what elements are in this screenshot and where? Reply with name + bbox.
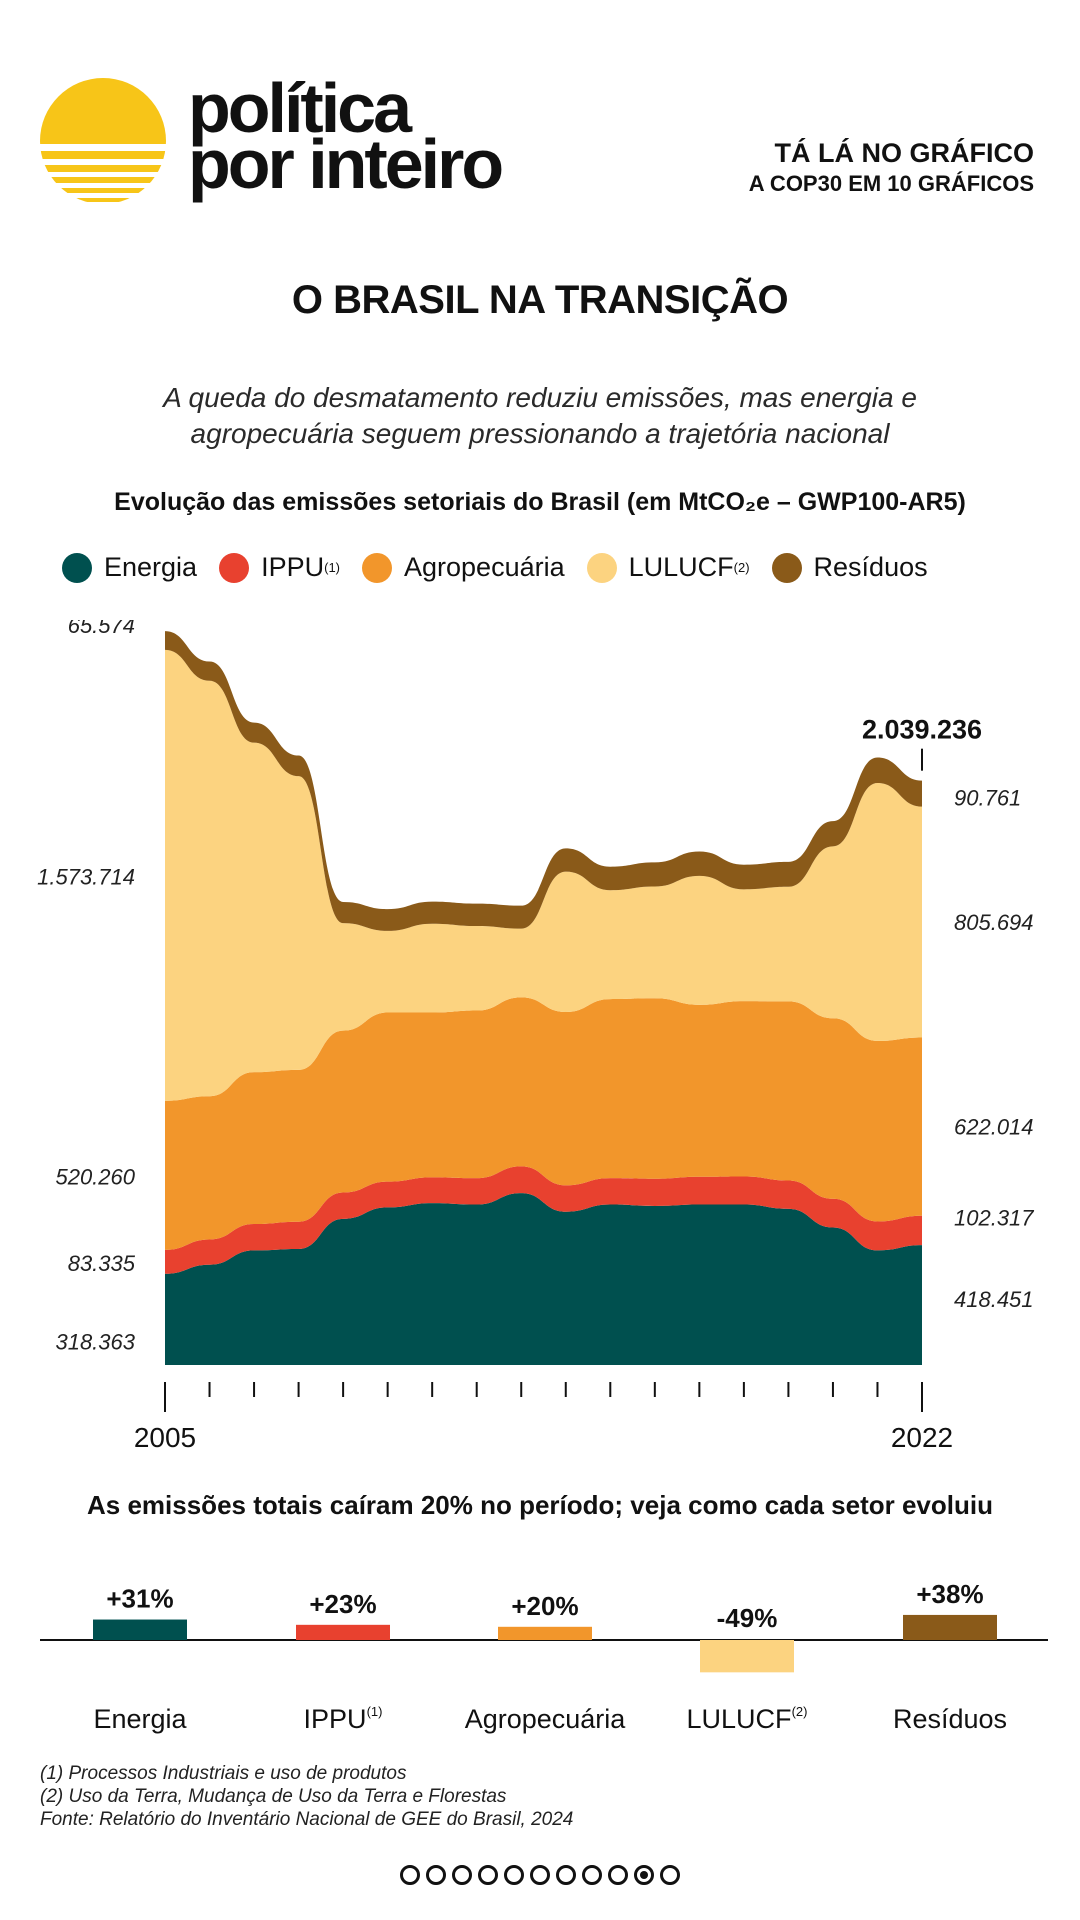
bar-value-label: -49% — [717, 1603, 778, 1633]
footnote-2: (2) Uso da Terra, Mudança de Uso da Terr… — [40, 1786, 507, 1807]
end-value-energia: 418.451 — [954, 1287, 1034, 1312]
kicker-line2: A COP30 EM 10 GRÁFICOS — [748, 171, 1034, 196]
pager-dot[interactable] — [582, 1865, 602, 1885]
pager-dot[interactable] — [530, 1865, 550, 1885]
page-subtitle: A queda do desmatamento reduziu emissões… — [90, 380, 990, 452]
bar-resíduos — [903, 1614, 997, 1640]
start-value-agropecuária: 520.260 — [55, 1164, 135, 1189]
bar-category-label: IPPU(1) — [304, 1704, 383, 1734]
brand-name-line2: por inteiro — [188, 125, 504, 203]
legend-swatch — [362, 552, 392, 583]
area-chart-title: Evolução das emissões setoriais do Brasi… — [114, 488, 966, 516]
bar-energia — [93, 1619, 187, 1640]
pager-dot[interactable] — [452, 1865, 472, 1885]
footnotes: (1) Processos Industriais e uso de produ… — [40, 1762, 573, 1831]
legend-swatch — [586, 552, 617, 583]
legend-item-ippu: IPPU (1) — [219, 552, 340, 583]
legend-swatch — [771, 552, 802, 583]
legend-swatch — [219, 552, 250, 583]
bar-value-label: +38% — [916, 1579, 983, 1609]
area-energia — [165, 1193, 922, 1365]
legend-item-energia: Energia — [62, 552, 197, 583]
pager-dot[interactable] — [400, 1865, 420, 1885]
start-value-energia: 318.363 — [55, 1329, 135, 1354]
brand-logo — [40, 78, 166, 202]
end-value-ippu: 102.317 — [954, 1205, 1034, 1230]
pager-dot[interactable] — [634, 1865, 654, 1885]
legend-label: LULUCF — [628, 552, 734, 582]
end-value-resíduos: 90.761 — [954, 786, 1021, 811]
legend-footnote-marker: (2) — [733, 560, 750, 575]
end-value-agropecuária: 622.014 — [954, 1115, 1034, 1140]
end-value-lulucf: 805.694 — [954, 910, 1034, 935]
start-value-ippu: 83.335 — [68, 1251, 136, 1276]
bar-category-label: Energia — [93, 1704, 187, 1734]
start-value-lulucf: 1.573.714 — [37, 864, 135, 889]
legend-label: Agropecuária — [404, 552, 565, 582]
bar-value-label: +23% — [309, 1589, 376, 1619]
legend-label: IPPU — [261, 552, 325, 582]
subtitle-line2: agropecuária seguem pressionando a traje… — [190, 418, 890, 449]
category-footnote-marker: (1) — [367, 1704, 383, 1719]
bar-ippu — [296, 1624, 390, 1640]
x-label-end: 2022 — [891, 1422, 953, 1453]
sector-change-bar-chart: +31% Energia +23% IPPU(1) +20% Agropecuária -4… — [40, 1579, 1048, 1734]
bar-value-label: +20% — [511, 1591, 578, 1621]
x-label-start: 2005 — [134, 1422, 196, 1453]
legend-item-resíduos: Resíduos — [771, 552, 928, 583]
category-footnote-marker: (2) — [792, 1704, 808, 1719]
kicker-line1: TÁ LÁ NO GRÁFICO — [774, 138, 1034, 168]
area-agropecuária — [165, 997, 922, 1250]
brand-name: política por inteiro — [188, 69, 504, 203]
area-lulucf — [165, 649, 922, 1101]
pager-dot[interactable] — [608, 1865, 628, 1885]
footnote-1: (1) Processos Industriais e uso de produ… — [40, 1763, 407, 1784]
pager-dot[interactable] — [504, 1865, 524, 1885]
legend-item-agropecuária: Agropecuária — [362, 552, 565, 583]
bar-category-label: Agropecuária — [465, 1704, 627, 1734]
bar-lulucf — [700, 1640, 794, 1673]
pager-dot[interactable] — [426, 1865, 446, 1885]
bar-agropecuária — [498, 1626, 592, 1640]
legend-label: Resíduos — [813, 552, 928, 582]
legend-swatch — [62, 552, 92, 583]
legend-item-lulucf: LULUCF (2) — [586, 552, 750, 583]
pager-dot[interactable] — [660, 1865, 680, 1885]
chart-legend: Energia IPPU (1) Agropecuária LULUCF (2) Resíd… — [62, 552, 950, 583]
bar-category-label: LULUCF(2) — [687, 1704, 808, 1734]
carousel-pager — [0, 1865, 1080, 1885]
series-kicker: TÁ LÁ NO GRÁFICO A COP30 EM 10 GRÁFICOS — [749, 138, 1034, 197]
stacked-area-chart: 318.363 418.451 83.335 102.317 520.260 622.01… — [37, 620, 1034, 1453]
brand-name-line1: política — [188, 69, 412, 147]
legend-footnote-marker: (1) — [324, 560, 340, 575]
pager-dot[interactable] — [478, 1865, 498, 1885]
source-note: Fonte: Relatório do Inventário Nacional … — [40, 1809, 574, 1830]
bar-chart-title: As emissões totais caíram 20% no período… — [87, 1490, 993, 1520]
pager-dot[interactable] — [556, 1865, 576, 1885]
page-title: O BRASIL NA TRANSIÇÃO — [291, 278, 789, 322]
bar-category-label: Resíduos — [893, 1704, 1007, 1734]
subtitle-line1: A queda do desmatamento reduziu emissões… — [163, 382, 917, 413]
bar-value-label: +31% — [106, 1584, 173, 1614]
area-ippu — [165, 1166, 922, 1274]
start-value-resíduos: 65.574 — [68, 620, 135, 638]
end-total-label: 2.039.236 — [862, 715, 982, 745]
legend-label: Energia — [104, 552, 198, 582]
